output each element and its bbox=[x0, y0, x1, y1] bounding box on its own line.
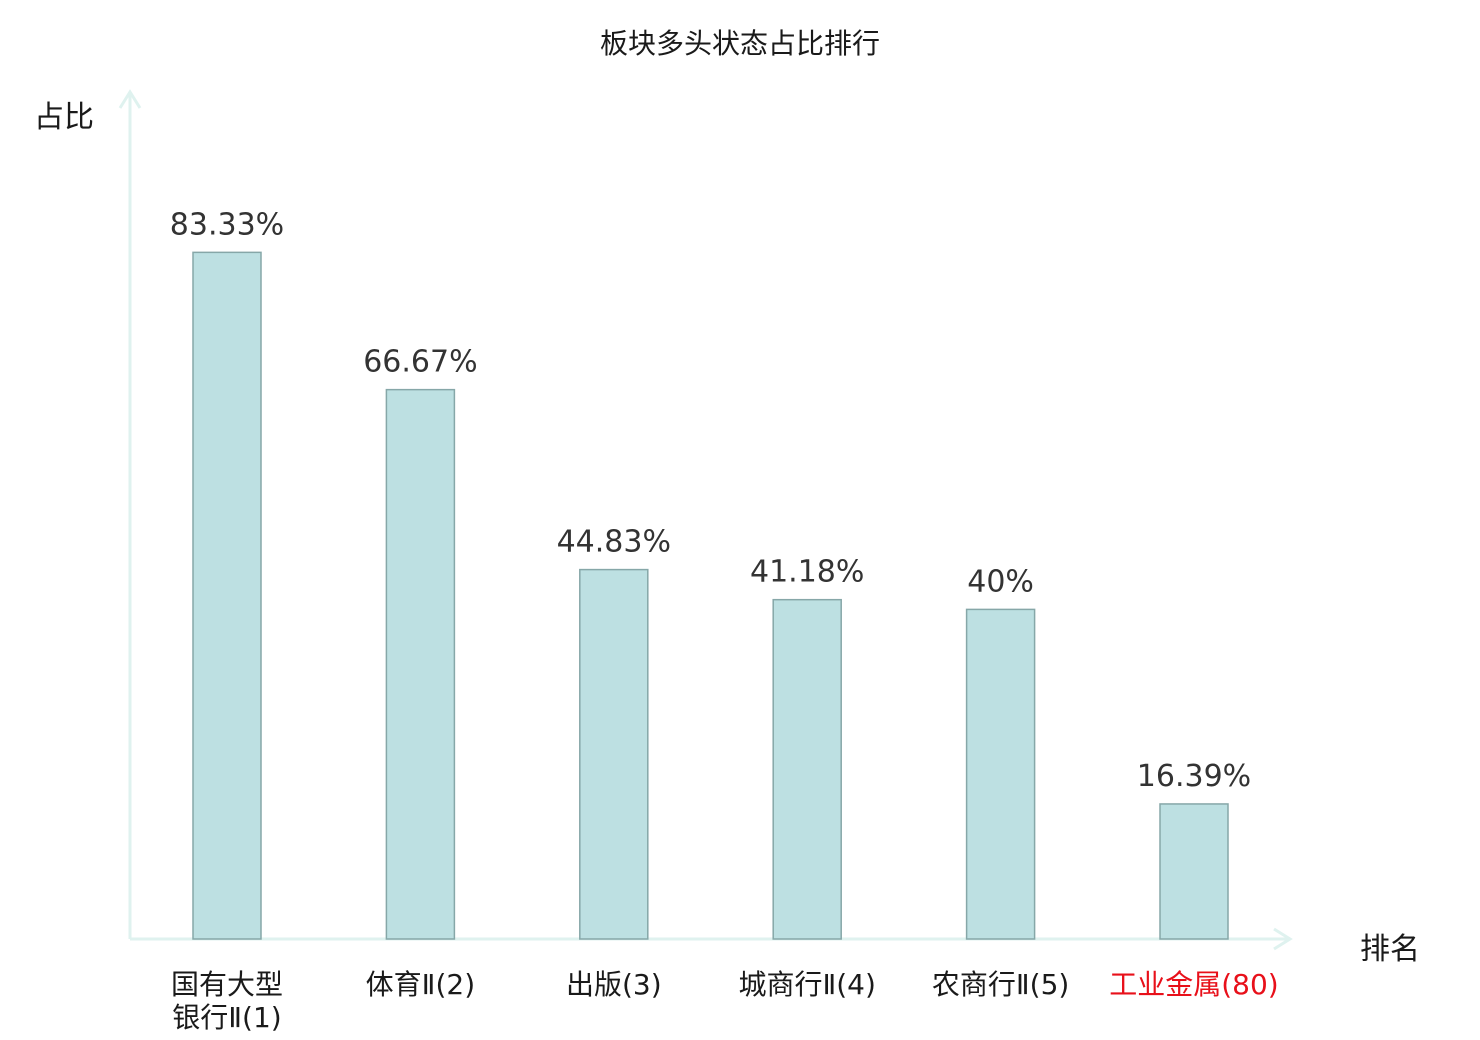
x-tick-label: 体育Ⅱ(2) bbox=[366, 968, 475, 1001]
x-tick-label: 出版(3) bbox=[566, 968, 662, 1001]
data-label: 66.67% bbox=[363, 345, 477, 380]
bar bbox=[579, 568, 649, 940]
data-label: 41.18% bbox=[750, 555, 864, 590]
chart-title: 板块多头状态占比排行 bbox=[599, 27, 880, 60]
x-tick-label: 城商行Ⅱ(4) bbox=[738, 968, 875, 1001]
x-tick-label: 农商行Ⅱ(5) bbox=[932, 968, 1069, 1001]
x-axis-arrow bbox=[1273, 927, 1293, 951]
y-axis-arrow bbox=[118, 89, 142, 109]
bar bbox=[192, 251, 262, 940]
bar bbox=[772, 598, 842, 940]
bar bbox=[385, 388, 456, 940]
data-label: 83.33% bbox=[170, 207, 284, 242]
data-label: 44.83% bbox=[557, 525, 671, 560]
x-tick-label: 国有大型 bbox=[171, 968, 283, 1001]
y-axis-label: 占比 bbox=[34, 100, 94, 135]
bars bbox=[192, 251, 1229, 940]
x-tick-label: 银行Ⅱ(1) bbox=[172, 1001, 281, 1034]
bar bbox=[1159, 803, 1229, 940]
axes bbox=[118, 89, 1293, 951]
x-axis-label: 排名 bbox=[1360, 932, 1420, 967]
bar bbox=[965, 608, 1036, 940]
data-label: 16.39% bbox=[1137, 759, 1251, 794]
x-tick-label: 工业金属(80) bbox=[1109, 968, 1278, 1001]
data-label: 40% bbox=[967, 564, 1034, 599]
